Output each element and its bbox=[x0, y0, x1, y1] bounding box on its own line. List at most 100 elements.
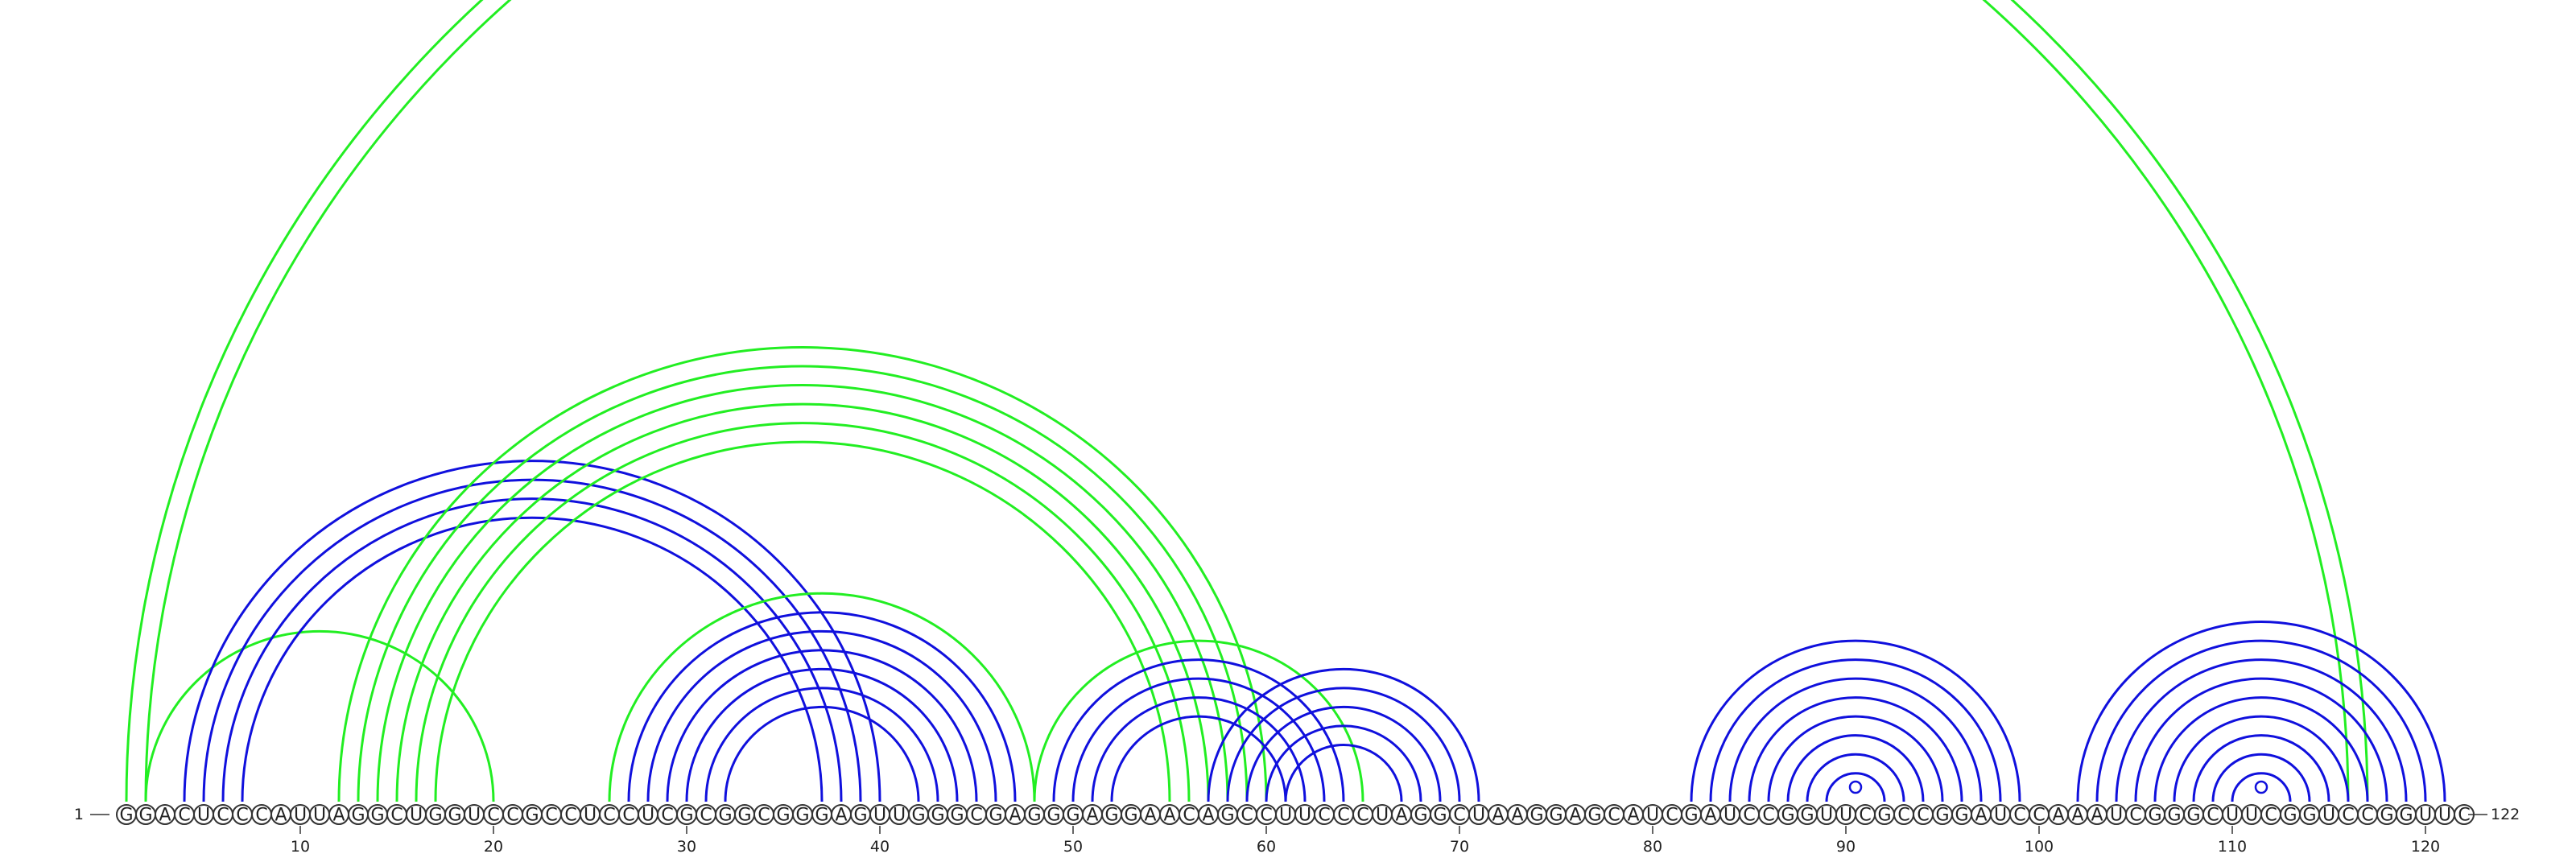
nucleotide: C bbox=[232, 804, 253, 826]
nucleotide-letter: C bbox=[255, 806, 267, 826]
nucleotide: U bbox=[1642, 804, 1663, 826]
base-pair-arc bbox=[1786, 734, 1925, 802]
nucleotide-letter: G bbox=[718, 806, 732, 826]
base-pair-arc bbox=[1690, 639, 2021, 802]
nucleotide-letter: C bbox=[1260, 806, 1272, 826]
nucleotide-letter: A bbox=[1704, 806, 1716, 826]
nucleotide: G bbox=[1546, 804, 1567, 826]
nucleotide-letter: A bbox=[1975, 806, 1987, 826]
base-pair-arc bbox=[2076, 621, 2446, 802]
nucleotide: C bbox=[1893, 804, 1914, 826]
nucleotide-letter: G bbox=[931, 806, 944, 826]
nucleotide: C bbox=[1236, 804, 1257, 826]
base-pair-arc bbox=[183, 460, 881, 802]
nucleotide-letter: C bbox=[1859, 806, 1871, 826]
nucleotide: A bbox=[1082, 804, 1103, 826]
nucleotide: C bbox=[483, 804, 504, 826]
nucleotide: C bbox=[2125, 804, 2146, 826]
nucleotide-letter: U bbox=[2419, 806, 2432, 826]
nucleotide-letter: U bbox=[1839, 806, 1852, 826]
nucleotide-letter: C bbox=[487, 806, 499, 826]
nucleotide: G bbox=[1410, 804, 1431, 826]
nucleotide: G bbox=[947, 804, 968, 826]
tick-label: 120 bbox=[2411, 838, 2440, 856]
hairpin-marker bbox=[2254, 780, 2268, 794]
nucleotide: A bbox=[1488, 804, 1509, 826]
nucleotide: C bbox=[1333, 804, 1354, 826]
nucleotide: G bbox=[1681, 804, 1702, 826]
nucleotide: U bbox=[638, 804, 658, 826]
nucleotide-letter: A bbox=[1492, 806, 1504, 826]
tick-label: 30 bbox=[677, 838, 696, 856]
base-pair-arc bbox=[1284, 743, 1403, 802]
nucleotide: C bbox=[2338, 804, 2359, 826]
nucleotide-letter: U bbox=[468, 806, 481, 826]
nucleotide: G bbox=[1932, 804, 1953, 826]
nucleotide: G bbox=[1430, 804, 1451, 826]
base-pair-arc bbox=[221, 497, 843, 802]
nucleotide-letter: C bbox=[2207, 806, 2219, 826]
nucleotide: C bbox=[1179, 804, 1199, 826]
nucleotide-letter: U bbox=[1994, 806, 2007, 826]
base-pair-arc bbox=[1245, 705, 1442, 802]
nucleotide-letter: U bbox=[2438, 806, 2451, 826]
nucleotide-letter: U bbox=[1472, 806, 1485, 826]
nucleotide-letter: C bbox=[2361, 806, 2373, 826]
nucleotide: G bbox=[1951, 804, 1972, 826]
base-pair-arc bbox=[1207, 667, 1480, 802]
base-pair-arc bbox=[2095, 639, 2427, 802]
nucleotide-letter: C bbox=[1917, 806, 1929, 826]
base-pair-arc bbox=[376, 384, 1229, 802]
tick-label: 50 bbox=[1063, 838, 1083, 856]
nucleotide-letter: C bbox=[545, 806, 557, 826]
nucleotide-letter: G bbox=[1027, 806, 1041, 826]
nucleotide: G bbox=[2164, 804, 2185, 826]
base-pair-arc bbox=[1052, 658, 1345, 802]
nucleotide-letter: C bbox=[1762, 806, 1774, 826]
base-pair-arc bbox=[685, 667, 959, 802]
base-pair-arc bbox=[2173, 715, 2350, 802]
nucleotide-letter: A bbox=[1569, 806, 1581, 826]
nucleotide: C bbox=[2009, 804, 2030, 826]
nucleotide-letter: G bbox=[1684, 806, 1698, 826]
nucleotide: G bbox=[2299, 804, 2320, 826]
nucleotide-letter: G bbox=[525, 806, 539, 826]
nucleotide-letter: U bbox=[2245, 806, 2258, 826]
nucleotide-letter: A bbox=[2091, 806, 2103, 826]
hairpin-marker bbox=[1848, 780, 1863, 794]
nucleotide-letter: U bbox=[893, 806, 906, 826]
nucleotide-letter: C bbox=[1337, 806, 1349, 826]
nucleotide-letter: C bbox=[564, 806, 576, 826]
base-pair-arcs bbox=[125, 0, 2446, 802]
nucleotide: G bbox=[715, 804, 736, 826]
base-pair-arc bbox=[144, 629, 495, 802]
nucleotide-letter: G bbox=[950, 806, 964, 826]
tick-label: 70 bbox=[1450, 838, 1469, 856]
nucleotide-letter: G bbox=[1414, 806, 1427, 826]
nucleotide-letter: U bbox=[1298, 806, 1311, 826]
nucleotide: G bbox=[1024, 804, 1045, 826]
nucleotide-letter: C bbox=[506, 806, 518, 826]
nucleotide-letter: U bbox=[410, 806, 423, 826]
nucleotide-letter: G bbox=[1587, 806, 1601, 826]
nucleotide-letter: G bbox=[2167, 806, 2181, 826]
base-pair-arc bbox=[2134, 677, 2388, 802]
nucleotide: A bbox=[2067, 804, 2088, 826]
nucleotide-letter: U bbox=[294, 806, 307, 826]
base-pair-arc bbox=[395, 402, 1210, 802]
nucleotide-letter: G bbox=[2399, 806, 2413, 826]
nucleotide: U bbox=[580, 804, 601, 826]
nucleotide: G bbox=[1874, 804, 1895, 826]
nucleotide: A bbox=[270, 804, 291, 826]
nucleotide: U bbox=[2415, 804, 2436, 826]
nucleotide-letter: C bbox=[2129, 806, 2141, 826]
nucleotide-letter: G bbox=[1877, 806, 1891, 826]
nucleotide: G bbox=[908, 804, 929, 826]
nucleotide-letter: U bbox=[1376, 806, 1389, 826]
nucleotide-letter: U bbox=[197, 806, 210, 826]
nucleotide: C bbox=[560, 804, 581, 826]
nucleotide: A bbox=[328, 804, 349, 826]
base-pair-arc bbox=[1709, 658, 2002, 802]
nucleotide: U bbox=[1719, 804, 1740, 826]
